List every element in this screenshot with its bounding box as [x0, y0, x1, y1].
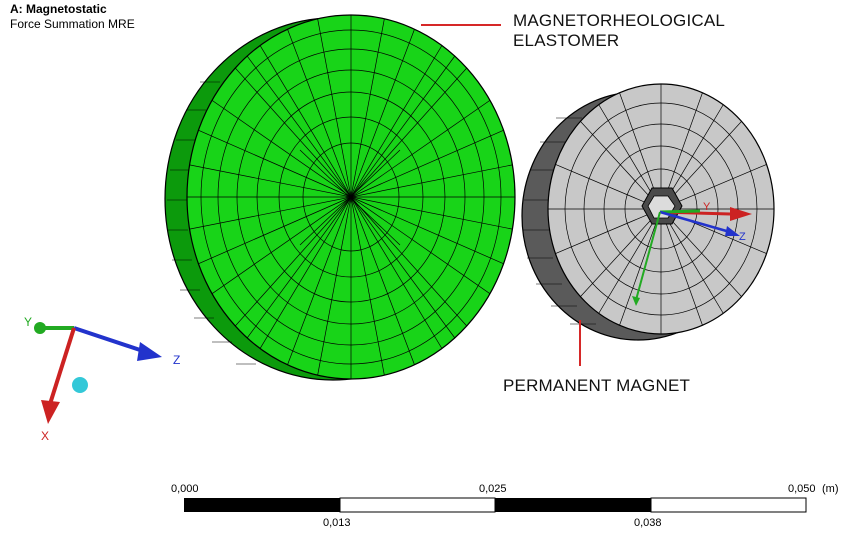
local-coordinate-system-icon [632, 207, 752, 306]
global-axis-triad[interactable]: X Y Z [24, 315, 180, 443]
permanent-magnet[interactable]: Y Z [521, 70, 790, 350]
scale-unit: (m) [822, 483, 839, 495]
mre-annotation-line1: MAGNETORHEOLOGICAL [513, 11, 726, 30]
scale-bar [184, 497, 807, 513]
scale-label-0: 0,000 [171, 483, 199, 495]
triad-y-label: Y [24, 315, 32, 329]
triad-x-label: X [41, 429, 49, 443]
scale-label-013: 0,013 [323, 517, 351, 529]
triad-z-label: Z [173, 353, 180, 367]
magnet-side-mesh [523, 117, 596, 325]
scale-label-025: 0,025 [479, 483, 507, 495]
mre-annotation-line2: ELASTOMER [513, 31, 620, 50]
analysis-title: A: Magnetostatic [10, 2, 107, 16]
local-z-label: Z [739, 231, 746, 243]
mre-annotation: MAGNETORHEOLOGICAL ELASTOMER [513, 11, 725, 51]
analysis-subtitle: Force Summation MRE [10, 17, 135, 31]
analysis-header: A: Magnetostatic Force Summation MRE [10, 2, 135, 32]
magnet-annotation: PERMANENT MAGNET [503, 376, 691, 395]
scale-label-050: 0,050 [788, 483, 816, 495]
local-y-label: Y [703, 201, 711, 213]
y-axis-end-icon [34, 322, 46, 334]
scale-label-038: 0,038 [634, 517, 662, 529]
mre-face-mesh [187, 15, 515, 379]
isometric-ball-icon[interactable] [72, 377, 88, 393]
mre-disc[interactable] [140, 0, 560, 400]
mre-side-mesh [167, 81, 256, 365]
